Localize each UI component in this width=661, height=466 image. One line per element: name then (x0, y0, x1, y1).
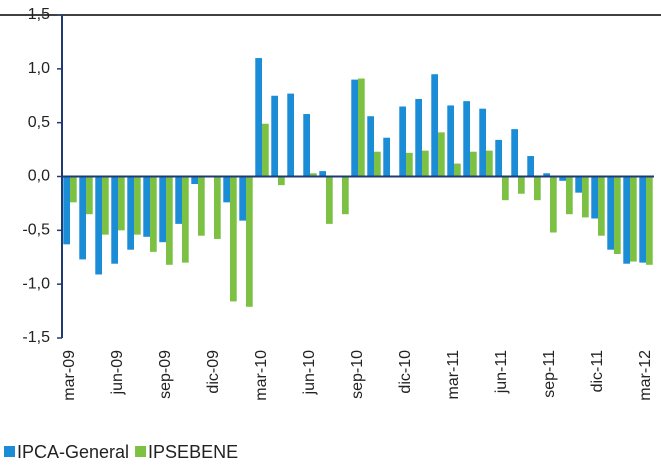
bar (95, 176, 102, 275)
y-tick-label: -1,0 (22, 275, 50, 292)
bar (431, 74, 438, 177)
bar (342, 176, 349, 215)
legend-swatch (135, 446, 147, 457)
bar (63, 176, 70, 245)
y-tick-label: 1,0 (28, 60, 50, 77)
bar (79, 176, 86, 260)
bar (150, 176, 157, 252)
x-tick-label: dic-11 (589, 350, 606, 392)
bar (166, 176, 173, 265)
bar (479, 108, 486, 177)
bar (598, 176, 605, 236)
bar (502, 176, 509, 201)
bar (543, 173, 550, 177)
y-tick-label: 0,5 (28, 114, 50, 131)
x-tick-label: jun-11 (493, 350, 510, 394)
bar (511, 129, 518, 177)
y-tick-label: 0,0 (28, 168, 50, 185)
x-tick-label: jun-10 (301, 350, 318, 396)
bar (310, 173, 317, 177)
x-tick-label: mar-09 (61, 350, 78, 401)
bar (143, 176, 150, 237)
x-tick-label: sep-10 (349, 350, 366, 399)
bar (159, 176, 166, 243)
bar (607, 176, 614, 250)
bar (559, 176, 566, 181)
x-tick-label: mar-12 (637, 350, 654, 401)
legend-label: IPSEBENE (148, 442, 238, 462)
bar (351, 79, 358, 177)
bar (118, 176, 125, 231)
bar (566, 176, 573, 215)
bar (127, 176, 134, 250)
bar (575, 176, 582, 193)
bar (230, 176, 237, 302)
bar (134, 176, 141, 235)
bar (239, 176, 246, 221)
bar (326, 176, 333, 224)
x-tick-label: dic-09 (205, 350, 222, 394)
bar (639, 176, 646, 263)
bar (262, 123, 269, 177)
bar (582, 176, 589, 218)
bar (486, 150, 493, 177)
bar (358, 78, 365, 177)
bar (383, 137, 390, 177)
x-tick-label: jun-09 (109, 350, 126, 396)
bar (287, 93, 294, 177)
bar (614, 176, 621, 255)
bar (438, 132, 445, 177)
y-tick-label: 1,5 (28, 6, 50, 23)
bar (223, 176, 230, 203)
bar (454, 163, 461, 177)
bar (214, 176, 221, 239)
bar (406, 152, 413, 177)
bar (271, 95, 278, 177)
bar (495, 139, 502, 177)
bar (422, 150, 429, 177)
bar (447, 105, 454, 177)
bar (102, 176, 109, 235)
bar (182, 176, 189, 263)
bar (527, 156, 534, 177)
bar (646, 176, 653, 265)
legend-label: IPCA-General (17, 442, 129, 462)
bar (111, 176, 118, 264)
bar (255, 58, 262, 177)
bar (278, 176, 285, 186)
bar (470, 151, 477, 177)
bar (86, 176, 93, 215)
bar (374, 151, 381, 177)
x-tick-label: sep-09 (157, 350, 174, 399)
x-tick-label: dic-10 (397, 350, 414, 394)
bar (630, 176, 637, 262)
bar (367, 116, 374, 177)
bar (246, 176, 253, 307)
bar (399, 106, 406, 177)
bar (591, 176, 598, 219)
x-tick-label: mar-10 (253, 350, 270, 401)
y-tick-label: -1,5 (22, 329, 50, 346)
bar (319, 171, 326, 177)
y-tick-label: -0,5 (22, 222, 50, 239)
bar (198, 176, 205, 236)
bar (463, 101, 470, 177)
bar (415, 98, 422, 177)
bar (70, 176, 77, 203)
bar (191, 176, 198, 185)
bar (534, 176, 541, 201)
bar (550, 176, 557, 233)
bar (623, 176, 630, 264)
x-tick-label: mar-11 (445, 350, 462, 400)
bar (303, 114, 310, 177)
x-tick-label: sep-11 (541, 350, 558, 398)
legend-swatch (4, 446, 15, 457)
bar (175, 176, 182, 224)
bar (518, 176, 525, 194)
